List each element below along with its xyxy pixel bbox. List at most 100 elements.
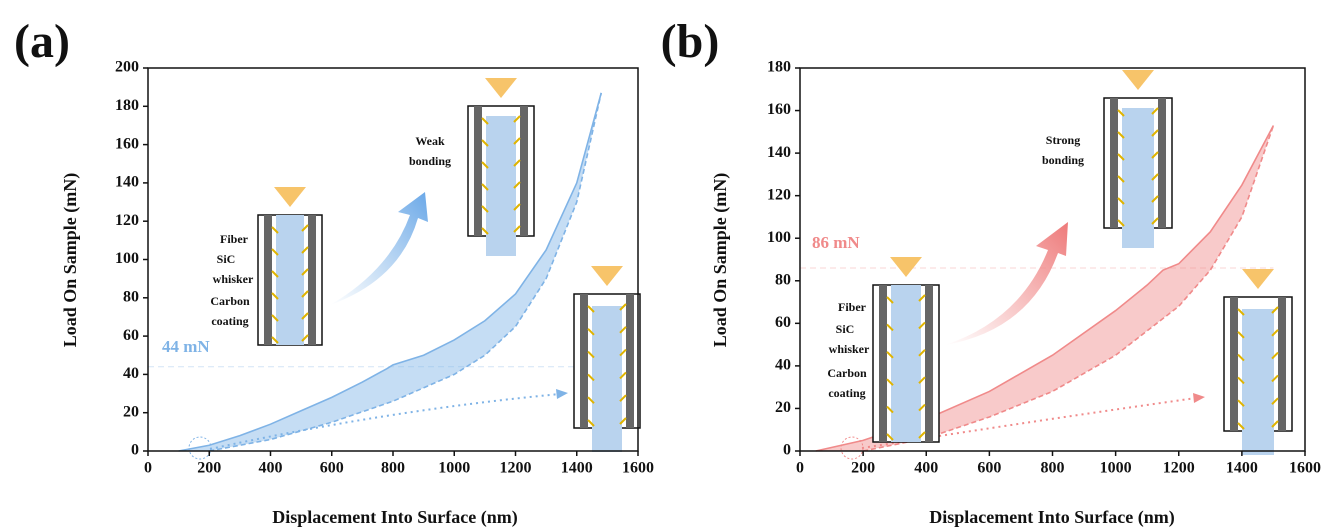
- whisker: [301, 246, 309, 254]
- marker-circle: [188, 436, 212, 460]
- whisker: [918, 403, 926, 412]
- y-tick-label: 140: [115, 174, 139, 191]
- schematic: [573, 266, 641, 452]
- matrix: [626, 294, 634, 428]
- y-tick-label: 40: [123, 365, 139, 382]
- whisker: [1117, 219, 1125, 227]
- whisker: [1271, 397, 1279, 405]
- y-tick-label: 140: [767, 144, 791, 161]
- whisker: [271, 314, 279, 322]
- whisker: [301, 224, 309, 232]
- whisker: [619, 348, 627, 357]
- x-tick-label: 0: [144, 460, 152, 477]
- whisker: [587, 305, 595, 313]
- whisker: [619, 371, 627, 380]
- whisker: [271, 336, 279, 344]
- whisker: [1151, 129, 1159, 137]
- arrow-head: [556, 389, 568, 399]
- whisker: [886, 378, 894, 386]
- y-axis-title: Load On Sample (mN): [60, 173, 81, 348]
- x-tick-label: 0: [796, 460, 804, 477]
- whisker: [481, 227, 489, 235]
- y-tick-label: 200: [115, 59, 139, 76]
- y-tick-label: 160: [767, 101, 791, 118]
- whisker: [301, 334, 309, 342]
- x-tick-label: 1600: [1289, 460, 1321, 477]
- y-tick-label: 60: [775, 314, 791, 331]
- fiber: [486, 116, 516, 256]
- fiber: [1242, 309, 1274, 455]
- whisker: [1117, 153, 1125, 161]
- annotation: Weak: [415, 134, 445, 148]
- whisker: [886, 433, 894, 441]
- dotted-arrow: [209, 393, 561, 450]
- whisker: [1237, 331, 1245, 339]
- whisker: [271, 226, 279, 234]
- indenter: [1242, 269, 1274, 289]
- arrow: [945, 222, 1068, 345]
- schematic: [1223, 269, 1293, 455]
- fiber: [592, 306, 622, 452]
- matrix: [264, 215, 272, 345]
- matrix: [1158, 98, 1166, 228]
- y-tick-label: 80: [775, 271, 791, 288]
- arrow-head: [1193, 393, 1205, 403]
- whisker: [1151, 107, 1159, 115]
- x-tick-label: 1600: [622, 460, 654, 477]
- x-tick-label: 600: [320, 460, 344, 477]
- schematic: [872, 257, 940, 443]
- whisker: [1271, 329, 1279, 337]
- x-axis-title: Displacement Into Surface (nm): [272, 507, 517, 528]
- whisker: [886, 351, 894, 359]
- annotation: Strong: [1046, 133, 1080, 147]
- whisker: [587, 419, 595, 427]
- whisker: [918, 349, 926, 357]
- y-tick-label: 20: [775, 399, 791, 416]
- indenter: [1122, 70, 1154, 90]
- whisker: [918, 376, 926, 384]
- whisker: [1237, 353, 1245, 362]
- whisker: [1237, 376, 1245, 385]
- whisker: [1151, 151, 1159, 159]
- whisker: [301, 268, 309, 276]
- whisker: [481, 117, 489, 125]
- annotation: Fiber: [220, 232, 249, 246]
- x-tick-label: 800: [381, 460, 405, 477]
- y-tick-label: 100: [115, 250, 139, 267]
- y-tick-label: 180: [767, 59, 791, 76]
- whisker: [1117, 131, 1125, 139]
- y-tick-label: 60: [123, 327, 139, 344]
- x-tick-label: 1200: [500, 460, 532, 477]
- whisker: [1117, 197, 1125, 205]
- whisker: [619, 417, 627, 425]
- whisker: [513, 203, 521, 211]
- whisker: [1237, 422, 1245, 430]
- marker-circle: [840, 436, 864, 460]
- whisker: [918, 431, 926, 439]
- whisker: [481, 139, 489, 147]
- y-tick-label: 120: [115, 212, 139, 229]
- whisker: [301, 290, 309, 298]
- whisker: [918, 321, 926, 330]
- matrix: [308, 215, 316, 345]
- whisker: [481, 183, 489, 191]
- annotation: coating: [828, 386, 865, 400]
- whisker: [1151, 217, 1159, 225]
- annotation: whisker: [829, 342, 870, 356]
- x-tick-label: 1000: [438, 460, 470, 477]
- whisker: [918, 294, 926, 302]
- y-tick-label: 0: [783, 442, 791, 459]
- annotation: Carbon: [827, 366, 867, 380]
- series-line: [862, 125, 1275, 452]
- y-tick-label: 100: [767, 229, 791, 246]
- matrix: [474, 106, 482, 236]
- x-tick-label: 200: [851, 460, 875, 477]
- annotation: coating: [211, 314, 248, 328]
- x-tick-label: 200: [197, 460, 221, 477]
- whisker: [587, 396, 595, 404]
- whisker: [886, 323, 894, 332]
- panel-label: (b): [661, 15, 720, 68]
- whisker: [271, 270, 279, 278]
- whisker: [587, 350, 595, 359]
